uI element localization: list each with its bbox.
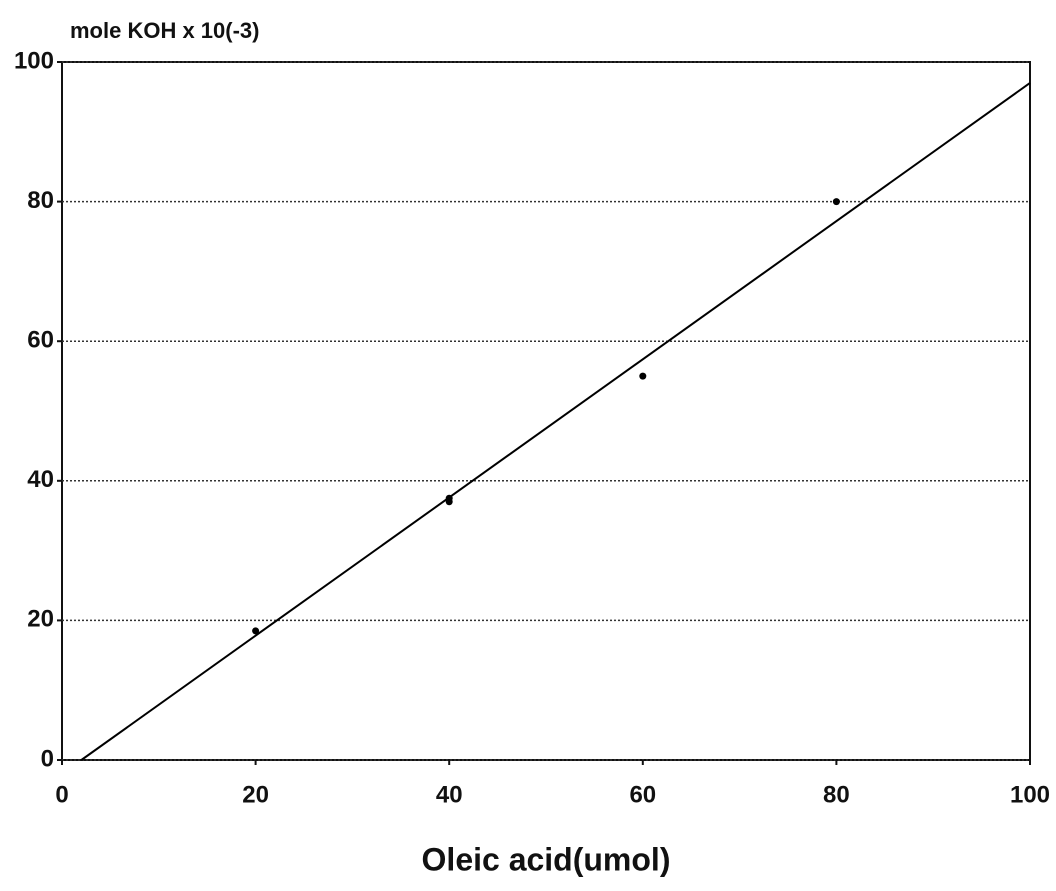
x-axis-title: Oleic acid(umol) — [422, 841, 671, 877]
x-tick-label: 100 — [1010, 781, 1050, 808]
y-tick-label: 0 — [41, 745, 54, 772]
x-tick-label: 0 — [55, 781, 68, 808]
y-tick-label: 80 — [27, 187, 54, 214]
x-tick-label: 60 — [629, 781, 656, 808]
x-tick-label: 40 — [436, 781, 463, 808]
y-axis-title: mole KOH x 10(-3) — [70, 18, 260, 43]
chart: mole KOH x 10(-3) Oleic acid(umol) 0 20 40… — [0, 0, 1056, 891]
y-tick-label: 20 — [27, 606, 54, 633]
y-tick-label: 60 — [27, 327, 54, 354]
y-tick-label: 40 — [27, 466, 54, 493]
y-tick-label: 100 — [14, 47, 54, 74]
data-point — [833, 198, 840, 205]
x-tick-label: 20 — [242, 781, 269, 808]
x-tick-label: 80 — [823, 781, 850, 808]
data-point — [639, 373, 646, 380]
background — [0, 0, 1056, 891]
